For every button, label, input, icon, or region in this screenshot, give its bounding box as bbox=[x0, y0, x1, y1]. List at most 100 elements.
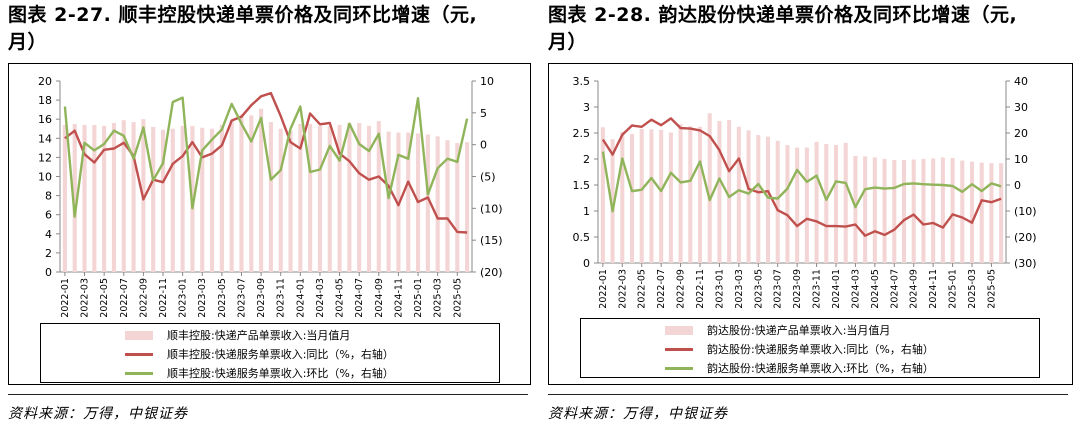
bar bbox=[259, 108, 264, 272]
bar bbox=[668, 132, 673, 263]
bar bbox=[843, 142, 848, 263]
x-tick-label: 2022-05 bbox=[637, 269, 648, 309]
bar bbox=[999, 163, 1004, 263]
bar bbox=[102, 125, 107, 272]
bar bbox=[833, 144, 839, 263]
bar bbox=[465, 142, 470, 272]
right-tick-label: (30) bbox=[1014, 257, 1037, 270]
bar bbox=[765, 136, 771, 263]
bar bbox=[337, 124, 342, 273]
x-tick-label: 2024-07 bbox=[354, 278, 365, 318]
x-tick-label: 2025-05 bbox=[452, 278, 463, 318]
bar bbox=[931, 158, 936, 263]
bar bbox=[131, 122, 136, 272]
x-tick-label: 2023-11 bbox=[812, 269, 823, 309]
left-tick-label: 0.5 bbox=[573, 231, 591, 244]
bar bbox=[610, 139, 615, 263]
source-note: 资料来源：万得，中银证券 bbox=[548, 406, 728, 422]
bar bbox=[366, 125, 372, 272]
bar bbox=[872, 157, 877, 263]
right-tick-label: 0 bbox=[480, 139, 487, 152]
figure-title-line1: 图表 2-27. 顺丰控股快递单票价格及同环比增速（元, bbox=[8, 4, 478, 26]
bar bbox=[659, 129, 664, 263]
bar bbox=[785, 144, 790, 263]
series-line bbox=[601, 117, 1002, 237]
bar bbox=[445, 140, 450, 272]
x-tick-label: 2023-09 bbox=[256, 278, 267, 318]
bar bbox=[727, 120, 732, 263]
x-tick-label: 2025-05 bbox=[986, 269, 997, 309]
right-tick-label: 30 bbox=[1014, 101, 1028, 114]
bar bbox=[892, 160, 897, 263]
legend-label: 韵达股份:快递服务单票收入:同比（%，右轴） bbox=[707, 343, 934, 356]
bar bbox=[200, 127, 205, 272]
x-tick-label: 2023-05 bbox=[217, 278, 228, 318]
right-tick-label: (20) bbox=[1014, 231, 1037, 244]
x-tick-label: 2023-01 bbox=[178, 278, 189, 318]
bar bbox=[455, 143, 460, 272]
bar bbox=[736, 126, 741, 263]
bar bbox=[882, 159, 887, 263]
x-tick-label: 2024-03 bbox=[315, 278, 326, 318]
left-tick-label: 2 bbox=[583, 153, 590, 166]
x-tick-label: 2022-07 bbox=[656, 269, 667, 309]
bar bbox=[406, 132, 411, 272]
left-tick-label: 20 bbox=[38, 75, 52, 88]
x-tick-label: 2022-07 bbox=[119, 278, 130, 318]
x-tick-label: 2024-11 bbox=[928, 269, 939, 309]
bar bbox=[121, 120, 126, 272]
x-tick-label: 2024-05 bbox=[335, 278, 346, 318]
legend-label: 顺丰控股:快递产品单票收入:当月值月 bbox=[167, 329, 351, 342]
chart-frame bbox=[548, 63, 1073, 385]
bar bbox=[600, 127, 605, 263]
bar bbox=[863, 156, 868, 263]
bar bbox=[92, 124, 97, 273]
bar bbox=[921, 159, 926, 263]
bar bbox=[308, 123, 313, 272]
x-tick-label: 2025-01 bbox=[413, 278, 424, 318]
x-tick-label: 2023-07 bbox=[236, 278, 247, 318]
legend-swatch-yoy bbox=[665, 348, 693, 351]
source-divider bbox=[548, 394, 1068, 395]
left-tick-label: 6 bbox=[45, 209, 52, 222]
x-tick-label: 2022-03 bbox=[80, 278, 91, 318]
x-tick-label: 2023-01 bbox=[714, 269, 725, 309]
x-tick-label: 2023-05 bbox=[753, 269, 764, 309]
bar bbox=[111, 123, 117, 272]
right-tick-label: (10) bbox=[1014, 205, 1037, 218]
x-tick-label: 2022-11 bbox=[158, 278, 169, 318]
x-tick-label: 2022-01 bbox=[598, 269, 609, 309]
x-tick-label: 2024-11 bbox=[393, 278, 404, 318]
bar bbox=[756, 135, 761, 263]
bar bbox=[347, 123, 352, 272]
bar bbox=[950, 157, 955, 263]
left-tick-label: 0 bbox=[583, 257, 590, 270]
bar bbox=[209, 128, 215, 272]
x-tick-label: 2023-09 bbox=[792, 269, 803, 309]
x-tick-label: 2024-03 bbox=[850, 269, 861, 309]
bar bbox=[278, 128, 283, 272]
right-tick-label: (20) bbox=[480, 266, 503, 279]
bar bbox=[824, 143, 829, 263]
right-tick-label: (10) bbox=[480, 202, 503, 215]
left-tick-label: 3.5 bbox=[573, 75, 591, 88]
right-tick-label: 5 bbox=[480, 107, 487, 120]
legend-swatch-bar bbox=[125, 331, 153, 340]
x-tick-label: 2022-09 bbox=[138, 278, 149, 318]
bar bbox=[901, 160, 907, 263]
x-tick-label: 2023-11 bbox=[276, 278, 287, 318]
chart-sf: 0 2 4 6 8 10 12 14 16 18 20 (20) (15) (10) (5) 0 5 10 2022… bbox=[38, 75, 503, 318]
x-tick-label: 2022-11 bbox=[695, 269, 706, 309]
left-tick-label: 12 bbox=[38, 151, 52, 164]
legend-label: 顺丰控股:快递服务单票收入:同比（%，右轴） bbox=[167, 348, 394, 361]
bar bbox=[707, 113, 712, 263]
legend-swatch-bar bbox=[665, 326, 693, 335]
legend-swatch-mom bbox=[665, 367, 693, 370]
bar bbox=[288, 130, 293, 272]
bar bbox=[960, 160, 965, 263]
bar bbox=[160, 129, 166, 272]
x-tick-label: 2023-07 bbox=[773, 269, 784, 309]
bar bbox=[746, 130, 751, 263]
figure-title-line1: 图表 2-28. 韵达股份快递单票价格及同环比增速（元, bbox=[548, 4, 1018, 26]
bar bbox=[151, 126, 156, 272]
